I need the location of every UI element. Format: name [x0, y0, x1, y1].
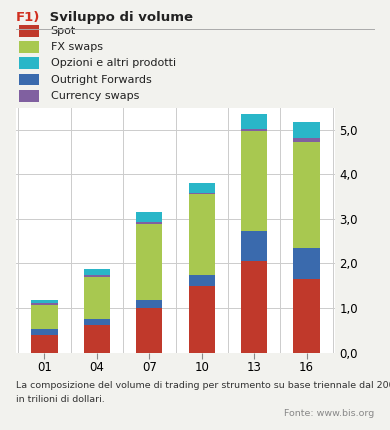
Bar — [84, 319, 110, 325]
Bar — [241, 129, 267, 131]
Bar — [189, 193, 215, 194]
Bar — [84, 325, 110, 353]
Bar — [18, 74, 39, 86]
Text: F1): F1) — [16, 11, 40, 24]
Text: Sviluppo di volume: Sviluppo di volume — [45, 11, 193, 24]
Bar — [18, 41, 39, 53]
Bar — [189, 286, 215, 353]
Bar — [136, 300, 162, 308]
Bar — [31, 329, 58, 335]
Bar — [84, 275, 110, 277]
Bar — [18, 57, 39, 69]
Bar — [189, 183, 215, 193]
Text: in trilioni di dollari.: in trilioni di dollari. — [16, 395, 105, 404]
Bar — [31, 303, 58, 305]
Text: Outright Forwards: Outright Forwards — [51, 74, 151, 85]
Text: Opzioni e altri prodotti: Opzioni e altri prodotti — [51, 58, 176, 68]
Bar — [136, 212, 162, 221]
Text: FX swaps: FX swaps — [51, 42, 103, 52]
Bar — [241, 114, 267, 129]
Bar — [136, 308, 162, 353]
Bar — [189, 275, 215, 286]
Bar — [293, 138, 320, 142]
Text: Spot: Spot — [51, 26, 76, 36]
Bar — [84, 269, 110, 275]
Bar — [31, 300, 58, 303]
Bar — [136, 224, 162, 300]
Bar — [31, 335, 58, 353]
Bar — [293, 122, 320, 138]
Bar — [293, 142, 320, 248]
Bar — [189, 194, 215, 275]
Bar — [293, 248, 320, 279]
Bar — [31, 305, 58, 329]
Bar — [241, 261, 267, 353]
Bar — [84, 277, 110, 319]
Text: Currency swaps: Currency swaps — [51, 91, 139, 101]
Bar — [18, 90, 39, 101]
Text: La composizione del volume di trading per strumento su base triennale dal 2001: La composizione del volume di trading pe… — [16, 381, 390, 390]
Bar — [293, 279, 320, 353]
Bar — [241, 131, 267, 231]
Bar — [136, 221, 162, 224]
Bar — [241, 231, 267, 261]
Text: Fonte: www.bis.org: Fonte: www.bis.org — [284, 409, 374, 418]
Bar — [18, 25, 39, 37]
